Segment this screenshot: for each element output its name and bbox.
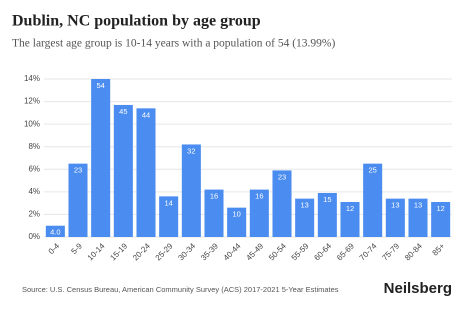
x-tick-label: 55-59 bbox=[290, 241, 311, 262]
bar bbox=[249, 189, 269, 237]
bar bbox=[340, 202, 360, 237]
x-tick-label: 30-34 bbox=[176, 241, 197, 262]
x-tick-label: 80-84 bbox=[403, 241, 424, 262]
y-tick-label: 14% bbox=[24, 74, 40, 83]
bar bbox=[68, 163, 88, 237]
y-tick-label: 12% bbox=[24, 97, 40, 106]
bar bbox=[91, 79, 111, 237]
x-tick-label: 75-79 bbox=[380, 241, 401, 262]
data-label: 13 bbox=[391, 201, 399, 210]
data-label: 15 bbox=[323, 195, 331, 204]
x-tick-label: 15-19 bbox=[108, 241, 129, 262]
y-tick-label: 10% bbox=[24, 119, 40, 128]
bar bbox=[227, 207, 247, 237]
data-label: 25 bbox=[368, 166, 376, 175]
y-tick-label: 6% bbox=[28, 164, 40, 173]
data-label: 23 bbox=[74, 166, 82, 175]
data-label: 13 bbox=[300, 201, 308, 210]
x-tick-label: 60-64 bbox=[312, 241, 333, 262]
data-label: 12 bbox=[436, 204, 444, 213]
bar bbox=[363, 163, 383, 237]
data-label: 14 bbox=[164, 198, 172, 207]
bar bbox=[159, 196, 179, 237]
x-tick-label: 20-24 bbox=[131, 241, 152, 262]
source: Source: U.S. Census Bureau, American Com… bbox=[22, 285, 339, 294]
x-tick-label: 35-39 bbox=[199, 241, 220, 262]
bar bbox=[181, 144, 201, 237]
data-label: 45 bbox=[119, 107, 127, 116]
x-tick-label: 5-9 bbox=[69, 241, 84, 256]
chart-title: Dublin, NC population by age group bbox=[12, 13, 261, 30]
bar bbox=[113, 104, 133, 237]
bar bbox=[385, 198, 405, 237]
data-label: 10 bbox=[232, 210, 240, 219]
data-label: 16 bbox=[210, 192, 218, 201]
data-label: 12 bbox=[346, 204, 354, 213]
data-label: 16 bbox=[255, 192, 263, 201]
x-tick-label: 50-54 bbox=[267, 241, 288, 262]
bar bbox=[295, 198, 315, 237]
x-tick-label: 85+ bbox=[431, 241, 447, 257]
bar bbox=[408, 198, 428, 237]
data-label: 44 bbox=[142, 110, 150, 119]
x-tick-label: 45-49 bbox=[244, 241, 265, 262]
x-tick-label: 0-4 bbox=[47, 241, 62, 256]
x-tick-label: 65-69 bbox=[335, 241, 356, 262]
x-tick-label: 25-29 bbox=[154, 241, 175, 262]
data-label: 23 bbox=[278, 172, 286, 181]
data-label: 13 bbox=[414, 201, 422, 210]
data-label: 4.0 bbox=[50, 228, 60, 237]
bar bbox=[317, 192, 337, 237]
x-tick-label: 40-44 bbox=[222, 241, 243, 262]
x-tick-label: 70-74 bbox=[358, 241, 379, 262]
bar bbox=[45, 225, 65, 237]
y-tick-label: 0% bbox=[28, 232, 40, 241]
y-tick-label: 4% bbox=[28, 187, 40, 196]
x-tick-label: 10-14 bbox=[86, 241, 107, 262]
data-label: 32 bbox=[187, 146, 195, 155]
bar bbox=[431, 202, 451, 237]
bar bbox=[204, 189, 224, 237]
bar bbox=[272, 170, 292, 237]
bar bbox=[136, 108, 156, 237]
data-label: 54 bbox=[96, 81, 104, 90]
y-tick-label: 8% bbox=[28, 142, 40, 151]
brand: Neilsberg bbox=[384, 280, 452, 297]
chart-subtitle: The largest age group is 10-14 years wit… bbox=[12, 38, 335, 50]
y-tick-label: 2% bbox=[28, 210, 40, 219]
